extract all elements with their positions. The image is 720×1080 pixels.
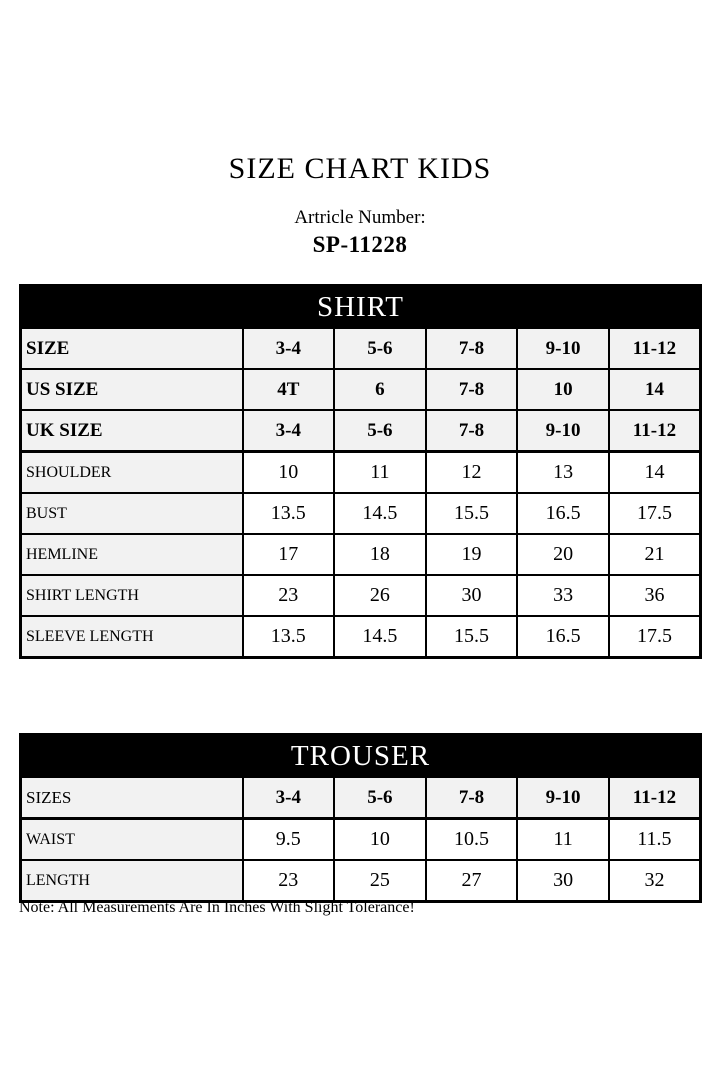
measurement-value: 33 — [516, 574, 610, 617]
measurement-value: 16.5 — [516, 615, 610, 659]
measurement-value: 17.5 — [607, 615, 702, 659]
row-label: LENGTH — [19, 859, 244, 903]
size-value: 3-4 — [241, 327, 336, 370]
measurement-value: 10 — [333, 817, 427, 861]
size-value: 5-6 — [333, 776, 427, 820]
measurement-value: 10.5 — [424, 817, 519, 861]
table-row-uk-size: UK SIZE 3-4 5-6 7-8 9-10 11-12 — [19, 409, 702, 453]
measurement-value: 13.5 — [241, 615, 336, 659]
shirt-table-banner-row: SHIRT — [19, 284, 702, 329]
table-row-sleeve-length: SLEEVE LENGTH 13.5 14.5 15.5 16.5 17.5 — [19, 615, 702, 659]
article-number-label: Artricle Number: — [294, 207, 426, 228]
size-value: 7-8 — [424, 368, 519, 411]
measurement-value: 15.5 — [424, 615, 519, 659]
table-row-hemline: HEMLINE 17 18 19 20 21 — [19, 533, 702, 576]
table-row-sizes: SIZES 3-4 5-6 7-8 9-10 11-12 — [19, 776, 702, 820]
size-value: 11-12 — [607, 409, 702, 453]
measurement-value: 26 — [333, 574, 427, 617]
size-value: 14 — [607, 368, 702, 411]
row-label: SIZE — [19, 327, 244, 370]
measurement-value: 11.5 — [607, 817, 702, 861]
measurement-value: 20 — [516, 533, 610, 576]
size-value: 9-10 — [516, 776, 610, 820]
size-value: 5-6 — [333, 327, 427, 370]
size-value: 9-10 — [516, 327, 610, 370]
measurement-value: 12 — [424, 450, 519, 494]
measurement-value: 27 — [424, 859, 519, 903]
measurement-value: 16.5 — [516, 492, 610, 535]
measurement-value: 23 — [241, 574, 336, 617]
row-label: SLEEVE LENGTH — [19, 615, 244, 659]
measurement-value: 32 — [607, 859, 702, 903]
measurement-value: 13.5 — [241, 492, 336, 535]
measurement-value: 30 — [424, 574, 519, 617]
measurement-value: 11 — [333, 450, 427, 494]
row-label: SIZES — [19, 776, 244, 820]
size-value: 11-12 — [607, 327, 702, 370]
measurement-value: 25 — [333, 859, 427, 903]
row-label: SHOULDER — [19, 450, 244, 494]
table-row-size: SIZE 3-4 5-6 7-8 9-10 11-12 — [19, 327, 702, 370]
table-row-waist: WAIST 9.5 10 10.5 11 11.5 — [19, 817, 702, 861]
size-value: 4T — [241, 368, 336, 411]
measurement-value: 13 — [516, 450, 610, 494]
measurement-value: 17 — [241, 533, 336, 576]
measurement-value: 19 — [424, 533, 519, 576]
size-value: 3-4 — [241, 776, 336, 820]
measurement-value: 21 — [607, 533, 702, 576]
row-label: BUST — [19, 492, 244, 535]
table-row-us-size: US SIZE 4T 6 7-8 10 14 — [19, 368, 702, 411]
measurement-value: 36 — [607, 574, 702, 617]
measurement-value: 30 — [516, 859, 610, 903]
article-number-value: SP-11228 — [312, 232, 408, 257]
measurement-value: 10 — [241, 450, 336, 494]
trouser-size-table: TROUSER SIZES 3-4 5-6 7-8 9-10 11-12 WAI… — [19, 733, 702, 903]
table-row-length: LENGTH 23 25 27 30 32 — [19, 859, 702, 903]
measurement-value: 14 — [607, 450, 702, 494]
measurement-value: 23 — [241, 859, 336, 903]
table-row-shoulder: SHOULDER 10 11 12 13 14 — [19, 450, 702, 494]
size-value: 9-10 — [516, 409, 610, 453]
measurement-value: 9.5 — [241, 817, 336, 861]
size-value: 7-8 — [424, 327, 519, 370]
measurement-value: 14.5 — [333, 615, 427, 659]
table-row-shirt-length: SHIRT LENGTH 23 26 30 33 36 — [19, 574, 702, 617]
row-label: SHIRT LENGTH — [19, 574, 244, 617]
measurement-value: 11 — [516, 817, 610, 861]
size-value: 5-6 — [333, 409, 427, 453]
size-value: 6 — [333, 368, 427, 411]
size-value: 3-4 — [241, 409, 336, 453]
shirt-table-title: SHIRT — [19, 284, 702, 329]
table-row-bust: BUST 13.5 14.5 15.5 16.5 17.5 — [19, 492, 702, 535]
row-label: HEMLINE — [19, 533, 244, 576]
size-value: 11-12 — [607, 776, 702, 820]
page-title: SIZE CHART KIDS — [228, 152, 492, 185]
trouser-table-banner-row: TROUSER — [19, 733, 702, 778]
shirt-size-table: SHIRT SIZE 3-4 5-6 7-8 9-10 11-12 US SIZ… — [19, 284, 702, 659]
row-label: UK SIZE — [19, 409, 244, 453]
size-value: 7-8 — [424, 776, 519, 820]
row-label: WAIST — [19, 817, 244, 861]
measurement-value: 17.5 — [607, 492, 702, 535]
size-value: 7-8 — [424, 409, 519, 453]
measurement-value: 18 — [333, 533, 427, 576]
measurement-value: 15.5 — [424, 492, 519, 535]
measurement-value: 14.5 — [333, 492, 427, 535]
size-value: 10 — [516, 368, 610, 411]
trouser-table-title: TROUSER — [19, 733, 702, 778]
measurement-note: Note: All Measurements Are In Inches Wit… — [19, 899, 415, 916]
row-label: US SIZE — [19, 368, 244, 411]
